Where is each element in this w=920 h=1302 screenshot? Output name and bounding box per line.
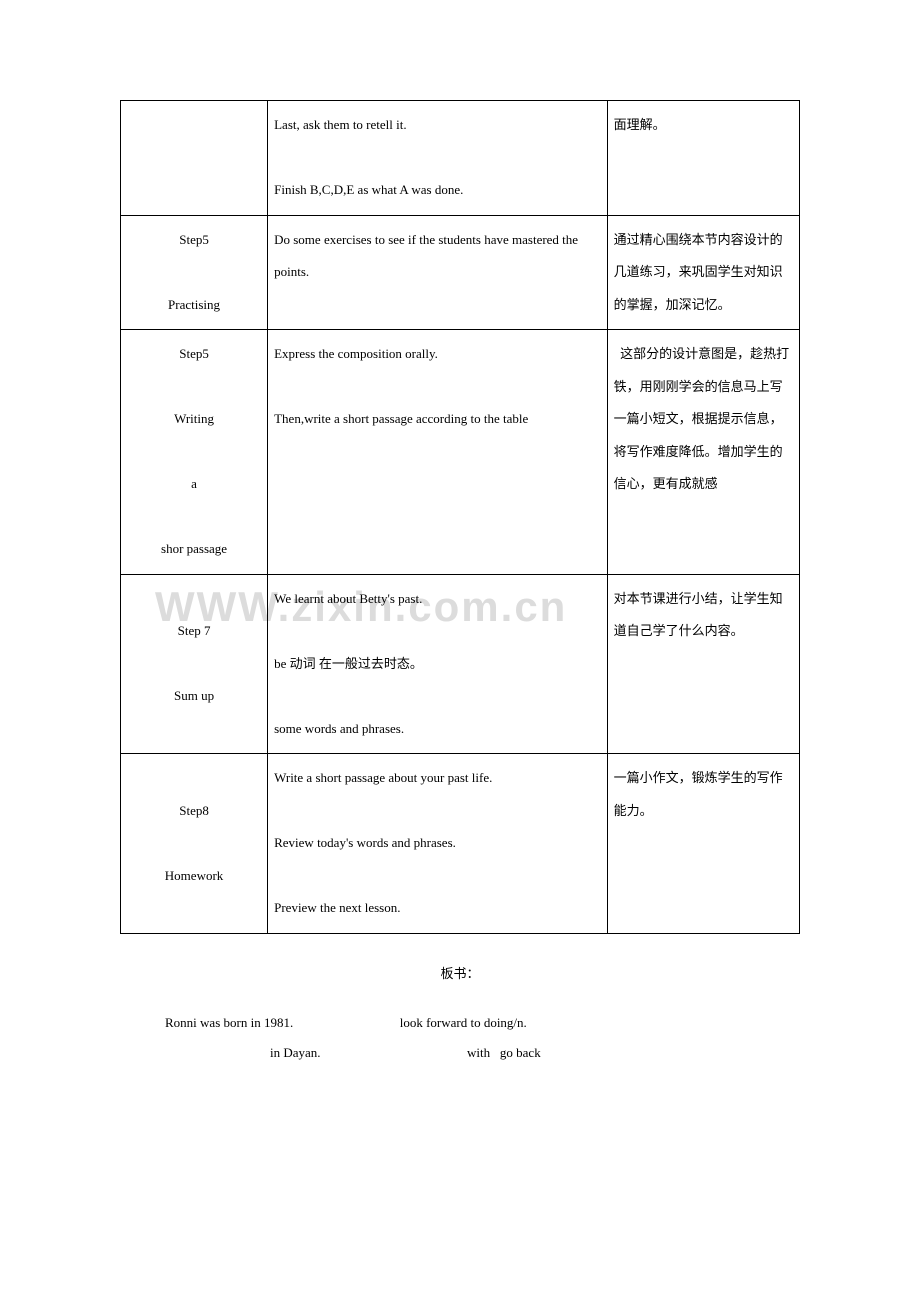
content-cell: Do some exercises to see if the students… — [268, 215, 608, 330]
step-cell: Step5 Practising — [121, 215, 268, 330]
board-content: Ronni was born in 1981. look forward to … — [120, 1008, 800, 1068]
step-cell: Step8 Homework — [121, 754, 268, 934]
table-row: Step 7 Sum up We learnt about Betty's pa… — [121, 574, 800, 754]
step-cell: Step5 Writing a shor passage — [121, 330, 268, 575]
rationale-cell: 对本节课进行小结，让学生知道自己学了什么内容。 — [607, 574, 799, 754]
board-line2-left: in Dayan. — [270, 1045, 321, 1060]
board-title: 板书： — [120, 964, 800, 984]
content-cell: Express the composition orally. Then,wri… — [268, 330, 608, 575]
step-cell — [121, 101, 268, 216]
table-row: Step8 Homework Write a short passage abo… — [121, 754, 800, 934]
step-cell: Step 7 Sum up — [121, 574, 268, 754]
rationale-text: 一篇小作文，锻炼学生的写作能力。 — [614, 762, 793, 827]
board-line-2: in Dayan. with go back — [165, 1038, 800, 1068]
content-cell: We learnt about Betty's past. be 动词 在一般过… — [268, 574, 608, 754]
content-text: We learnt about Betty's past. be 动词 在一般过… — [274, 583, 601, 746]
lesson-plan-table: Last, ask them to retell it. Finish B,C,… — [120, 100, 800, 934]
table-row: Step5 Writing a shor passage Express the… — [121, 330, 800, 575]
rationale-text: 面理解。 — [614, 109, 793, 142]
content-text: Do some exercises to see if the students… — [274, 224, 601, 289]
rationale-cell: 通过精心围绕本节内容设计的几道练习，来巩固学生对知识的掌握，加深记忆。 — [607, 215, 799, 330]
board-line1-right: look forward to doing/n. — [400, 1015, 527, 1030]
step-label: Step5 Practising — [127, 224, 261, 322]
step-label: Step8 Homework — [127, 795, 261, 893]
step-label: Step5 Writing a shor passage — [127, 338, 261, 566]
content-text: Last, ask them to retell it. Finish B,C,… — [274, 109, 601, 207]
rationale-text: 通过精心围绕本节内容设计的几道练习，来巩固学生对知识的掌握，加深记忆。 — [614, 224, 793, 322]
rationale-text: 这部分的设计意图是，趁热打铁，用刚刚学会的信息马上写一篇小短文，根据提示信息，将… — [614, 338, 793, 501]
board-line-1: Ronni was born in 1981. look forward to … — [165, 1008, 800, 1038]
content-text: Express the composition orally. Then,wri… — [274, 338, 601, 436]
board-line2-right: with go back — [467, 1045, 541, 1060]
board-line1-left: Ronni was born in 1981. — [165, 1015, 293, 1030]
rationale-text: 对本节课进行小结，让学生知道自己学了什么内容。 — [614, 583, 793, 648]
rationale-cell: 面理解。 — [607, 101, 799, 216]
content-cell: Write a short passage about your past li… — [268, 754, 608, 934]
rationale-cell: 这部分的设计意图是，趁热打铁，用刚刚学会的信息马上写一篇小短文，根据提示信息，将… — [607, 330, 799, 575]
table-row: Last, ask them to retell it. Finish B,C,… — [121, 101, 800, 216]
rationale-cell: 一篇小作文，锻炼学生的写作能力。 — [607, 754, 799, 934]
content-cell: Last, ask them to retell it. Finish B,C,… — [268, 101, 608, 216]
step-label: Step 7 Sum up — [127, 615, 261, 713]
table-row: Step5 Practising Do some exercises to se… — [121, 215, 800, 330]
content-text: Write a short passage about your past li… — [274, 762, 601, 925]
